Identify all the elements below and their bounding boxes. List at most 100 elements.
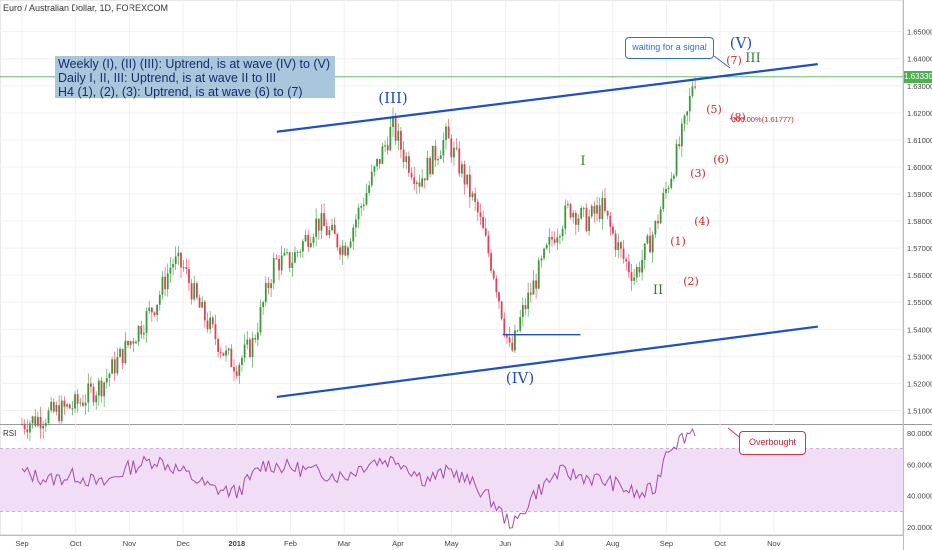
candle-body xyxy=(275,258,278,260)
y-tick-label: 1.53000 xyxy=(907,352,932,361)
candle-body xyxy=(254,337,257,340)
candle-body xyxy=(657,221,659,224)
candle-body xyxy=(365,192,368,205)
candle-body xyxy=(299,251,302,253)
wave-label-III-primary: (III) xyxy=(378,89,407,107)
wave-label-h4: (1) xyxy=(670,235,686,248)
candle-body xyxy=(521,305,524,318)
candle-body xyxy=(182,267,185,269)
candle-body xyxy=(37,416,39,426)
x-tick-label: Oct xyxy=(70,539,83,548)
candle-body xyxy=(127,340,129,346)
candle-body xyxy=(21,424,23,425)
candle-body xyxy=(29,423,31,433)
candle-body xyxy=(492,270,495,279)
candle-body xyxy=(408,156,410,173)
candle-body xyxy=(108,373,111,379)
candle-body xyxy=(437,158,439,161)
y-tick-label: 1.51000 xyxy=(907,406,932,415)
candle-body xyxy=(339,247,341,255)
candle-body xyxy=(31,416,34,424)
candle-body xyxy=(686,111,689,116)
candle-body xyxy=(511,342,514,351)
candle-body xyxy=(219,352,222,354)
x-tick-label: Nov xyxy=(767,539,781,548)
candle-body xyxy=(113,359,116,374)
candle-body xyxy=(551,236,553,240)
candle-body xyxy=(384,145,386,147)
candle-body xyxy=(471,193,474,198)
candle-body xyxy=(140,325,143,335)
candle-body xyxy=(638,266,641,273)
candle-body xyxy=(143,332,145,335)
candle-body xyxy=(508,337,511,343)
candle-body xyxy=(227,348,230,351)
candle-body xyxy=(368,185,371,193)
candle-body xyxy=(514,330,516,351)
candle-body xyxy=(201,301,204,308)
rsi-label: RSI xyxy=(3,429,17,438)
candle-body xyxy=(249,339,251,357)
candle-body xyxy=(283,252,286,256)
candle-body xyxy=(567,204,569,206)
candle-body xyxy=(604,198,606,211)
candle-body xyxy=(545,244,548,249)
candle-body xyxy=(635,266,638,278)
candle-body xyxy=(434,145,437,161)
candle-body xyxy=(344,245,347,256)
candle-body xyxy=(442,139,445,156)
candle-body xyxy=(455,147,458,149)
y-tick-label: 1.58000 xyxy=(907,217,932,226)
signal-pointer xyxy=(713,55,731,69)
candle-body xyxy=(667,187,670,190)
candle-body xyxy=(355,219,357,228)
candle-body xyxy=(678,144,681,147)
candle-body xyxy=(569,204,572,218)
candle-body xyxy=(561,228,564,237)
candle-body xyxy=(362,204,365,207)
candle-body xyxy=(95,395,98,403)
candle-body xyxy=(466,174,469,185)
candle-body xyxy=(593,205,596,214)
candle-body xyxy=(341,245,344,255)
rsi-tick-label: 20.0000 xyxy=(907,523,932,532)
candle-body xyxy=(76,394,79,404)
candle-body xyxy=(381,146,384,164)
candle-body xyxy=(79,402,82,404)
candle-body xyxy=(121,348,124,364)
candle-body xyxy=(577,218,580,225)
candle-body xyxy=(34,416,37,426)
candle-body xyxy=(429,157,431,175)
wave-notes-box: Weekly (I), (II) (III): Uptrend, is at w… xyxy=(55,56,335,99)
rsi-line xyxy=(21,427,696,529)
candle-body xyxy=(524,305,527,309)
candle-body xyxy=(654,221,657,235)
candle-body xyxy=(304,234,307,242)
candle-body xyxy=(137,325,140,342)
candle-body xyxy=(556,237,559,243)
candle-body xyxy=(386,145,389,151)
candle-body xyxy=(397,131,400,141)
candle-body xyxy=(206,320,209,330)
candle-body xyxy=(84,402,87,406)
candle-body xyxy=(217,339,219,353)
candle-body xyxy=(357,207,360,220)
candle-body xyxy=(55,405,58,412)
candle-body xyxy=(620,242,622,249)
candle-body xyxy=(680,123,683,147)
y-tick-label: 1.54000 xyxy=(907,325,932,334)
note-daily: Daily I, II, III: Uptrend, is at wave II… xyxy=(58,71,277,85)
candle-body xyxy=(572,212,575,218)
candle-body xyxy=(325,226,328,236)
candle-body xyxy=(445,126,447,140)
candle-body xyxy=(482,216,484,229)
candle-body xyxy=(145,311,148,333)
candle-body xyxy=(336,234,339,248)
x-tick-label: Dec xyxy=(176,539,190,548)
candle-body xyxy=(439,155,442,159)
candle-body xyxy=(461,164,463,174)
candle-body xyxy=(378,158,381,164)
candle-body xyxy=(498,292,500,302)
wave-label-h4: (3) xyxy=(690,167,706,180)
